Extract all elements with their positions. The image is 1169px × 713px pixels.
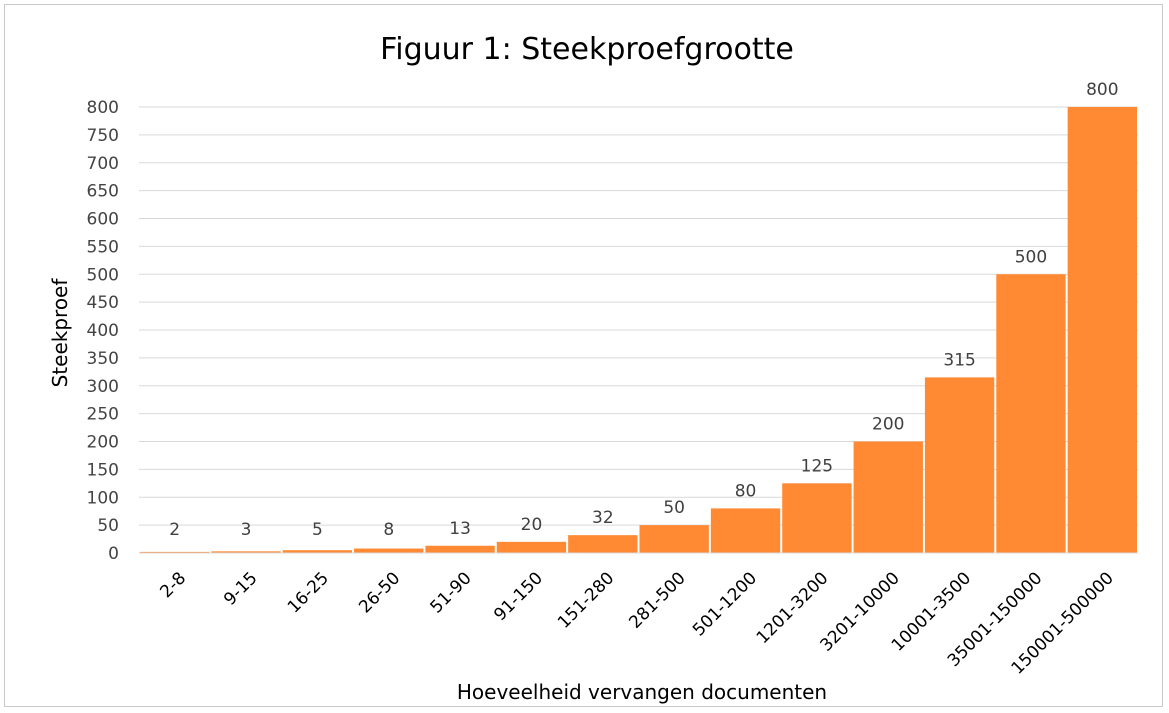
y-tick-label: 150 — [87, 460, 119, 480]
bar — [282, 550, 353, 553]
data-label: 315 — [943, 350, 975, 370]
y-tick-label: 200 — [87, 433, 119, 453]
gridlines — [139, 106, 1138, 526]
y-tick-label: 500 — [87, 265, 119, 285]
bar — [853, 441, 923, 553]
data-label: 500 — [1015, 247, 1047, 267]
bar — [639, 525, 709, 553]
y-tick-label: 300 — [87, 377, 119, 397]
data-label: 3 — [241, 520, 252, 540]
data-label: 800 — [1086, 80, 1118, 100]
y-tick-label: 250 — [87, 405, 119, 425]
bar — [140, 551, 210, 553]
y-axis-ticks: 0 50 100 150 200 250 300 350 400 450 500 550 600 650 7… — [87, 98, 119, 564]
y-tick-label: 400 — [87, 321, 119, 341]
bar — [710, 508, 781, 553]
bar — [354, 548, 424, 553]
data-label: 125 — [801, 456, 833, 476]
y-tick-label: 100 — [87, 488, 119, 508]
data-label: 2 — [169, 520, 180, 540]
x-category-label: 1201-3200 — [753, 568, 833, 648]
bar — [1067, 107, 1137, 553]
y-tick-label: 350 — [87, 349, 119, 369]
data-label: 80 — [735, 481, 757, 501]
chart-frame: Figuur 1: Steekproefgrootte 0 50 100 150 200… — [4, 4, 1163, 707]
bar — [996, 274, 1066, 553]
data-label: 50 — [663, 498, 685, 518]
y-tick-label: 800 — [87, 98, 119, 118]
y-tick-label: 750 — [87, 126, 119, 146]
bar — [425, 545, 495, 553]
data-labels: 2 3 5 8 13 20 32 50 80 125 200 315 500 800 — [169, 80, 1118, 540]
bar — [782, 483, 852, 553]
data-label: 13 — [449, 519, 471, 539]
x-category-label: 9-15 — [220, 568, 261, 609]
y-tick-label: 0 — [108, 544, 119, 564]
x-category-label: 151-280 — [554, 568, 618, 632]
x-category-label: 501-1200 — [689, 568, 761, 640]
y-tick-label: 700 — [87, 154, 119, 174]
bar — [211, 551, 281, 553]
x-category-label: 91-150 — [490, 568, 547, 625]
x-category-label: 16-25 — [284, 568, 333, 617]
y-tick-label: 450 — [87, 293, 119, 313]
data-label: 20 — [521, 515, 543, 535]
bar — [924, 377, 995, 553]
x-axis-categories: 2-8 9-15 16-25 26-50 51-90 91-150 151-280 281-5… — [156, 568, 1117, 678]
data-label: 5 — [312, 520, 323, 540]
x-category-label: 281-500 — [625, 568, 689, 632]
x-category-label: 51-90 — [427, 568, 476, 617]
y-tick-label: 650 — [87, 182, 119, 202]
y-tick-label: 600 — [87, 210, 119, 230]
bar — [496, 541, 567, 553]
x-category-label: 2-8 — [156, 568, 190, 602]
bars — [140, 107, 1137, 553]
x-category-label: 26-50 — [355, 568, 404, 617]
y-tick-label: 550 — [87, 237, 119, 257]
x-axis-title: Hoeveelheid vervangen documenten — [457, 680, 827, 704]
data-label: 8 — [383, 520, 394, 540]
data-label: 200 — [872, 415, 904, 435]
bar — [568, 535, 638, 553]
y-axis-title: Steekproef — [48, 278, 72, 388]
data-label: 32 — [592, 508, 614, 528]
chart-title: Figuur 1: Steekproefgrootte — [380, 32, 794, 67]
bar-chart: Figuur 1: Steekproefgrootte 050100150200… — [48, 32, 1138, 704]
y-tick-label: 50 — [97, 516, 119, 536]
